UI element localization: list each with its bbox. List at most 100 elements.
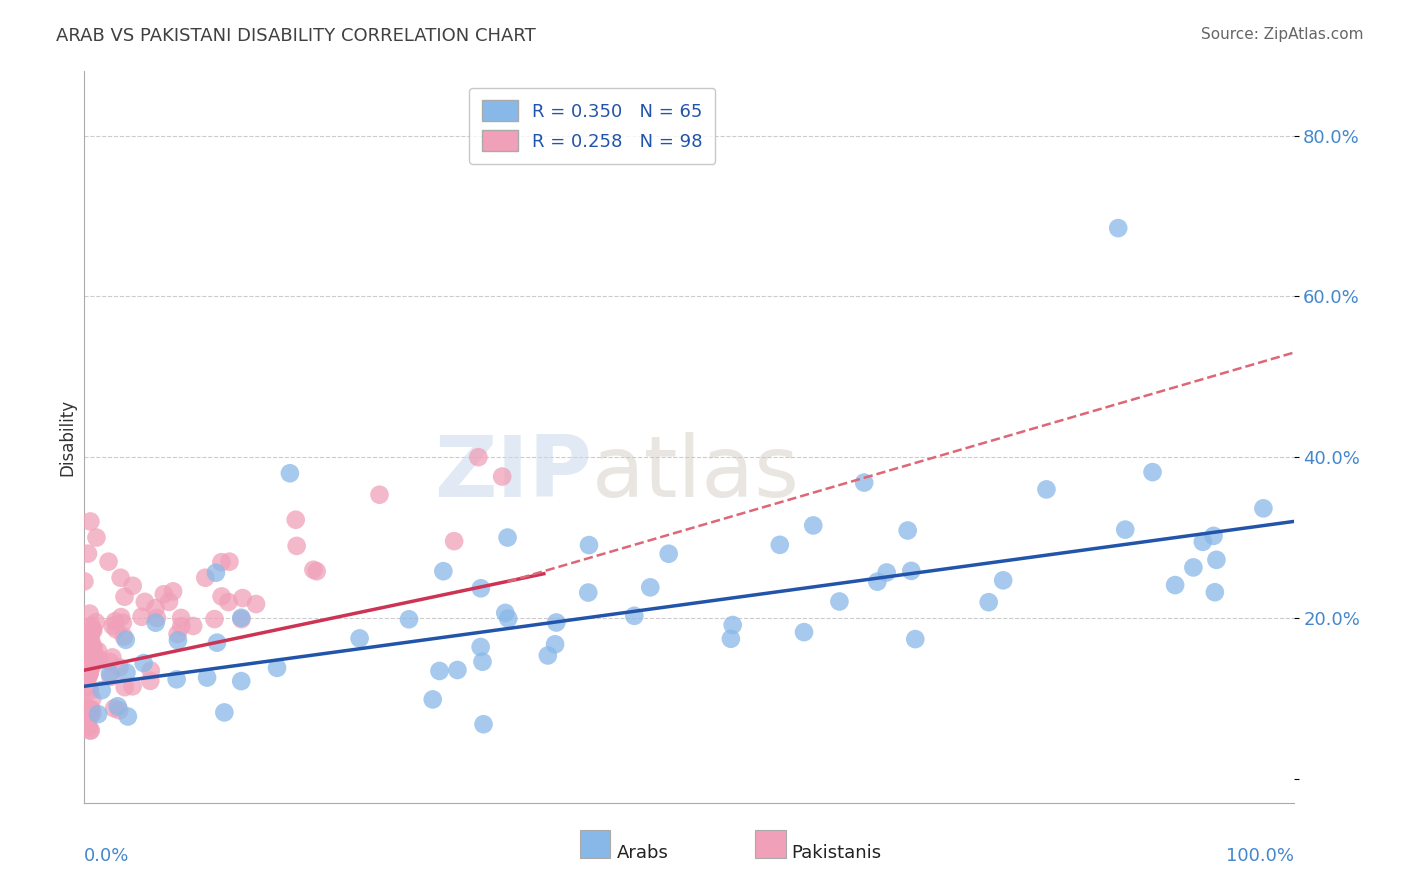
Point — [1253, 501, 1275, 516]
Point — [204, 612, 226, 626]
Text: ARAB VS PAKISTANI DISABILITY CORRELATION CHART: ARAB VS PAKISTANI DISABILITY CORRELATION… — [56, 27, 536, 45]
Point — [170, 611, 193, 625]
Point — [491, 469, 513, 483]
Point — [82, 623, 104, 637]
Point — [194, 571, 217, 585]
Text: Source: ZipAtlas.com: Source: ZipAtlas.com — [1201, 27, 1364, 42]
Point — [114, 590, 136, 604]
Point — [828, 594, 851, 608]
Point — [84, 650, 107, 665]
Bar — [755, 830, 786, 858]
Point — [73, 654, 96, 668]
Point — [101, 650, 124, 665]
Point — [87, 644, 110, 658]
Point — [80, 635, 103, 649]
Point — [82, 645, 104, 659]
Point — [305, 564, 328, 578]
Point — [349, 632, 371, 646]
Point — [75, 704, 97, 718]
Point — [769, 538, 792, 552]
Point — [97, 555, 120, 569]
Point — [100, 670, 122, 684]
Point — [446, 663, 468, 677]
Text: Arabs: Arabs — [616, 845, 668, 863]
Point — [1142, 465, 1164, 479]
Point — [76, 707, 98, 722]
Point — [79, 708, 101, 723]
Point — [467, 450, 489, 465]
Point — [368, 488, 391, 502]
Point — [82, 640, 104, 655]
Point — [721, 618, 744, 632]
Point — [214, 706, 236, 720]
Point — [181, 619, 204, 633]
Point — [266, 661, 288, 675]
Point — [139, 673, 162, 688]
Point — [157, 595, 180, 609]
Point — [146, 611, 169, 625]
Point — [278, 467, 301, 481]
Point — [162, 584, 184, 599]
Point — [101, 619, 124, 633]
Point — [285, 539, 308, 553]
Point — [866, 574, 889, 589]
Point — [217, 595, 239, 609]
Point — [73, 574, 96, 589]
Point — [576, 585, 599, 599]
Point — [977, 595, 1000, 609]
Point — [82, 691, 104, 706]
Point — [496, 611, 519, 625]
Point — [110, 610, 132, 624]
Point — [432, 564, 454, 578]
Point — [132, 656, 155, 670]
Point — [77, 669, 100, 683]
Point — [1202, 529, 1225, 543]
Point — [302, 563, 325, 577]
Point — [231, 612, 253, 626]
Point — [82, 640, 104, 655]
Point — [1205, 553, 1227, 567]
Point — [80, 643, 103, 657]
Point — [112, 630, 135, 644]
Point — [195, 671, 218, 685]
Point — [145, 601, 167, 615]
Point — [114, 680, 136, 694]
Point — [80, 619, 103, 633]
Point — [79, 665, 101, 679]
Point — [90, 683, 112, 698]
Point — [75, 633, 97, 648]
Point — [79, 607, 101, 621]
Point — [82, 706, 104, 721]
Point — [720, 632, 742, 646]
Point — [79, 723, 101, 738]
Point — [153, 587, 176, 601]
Point — [218, 555, 240, 569]
Point — [1191, 534, 1213, 549]
Point — [114, 632, 136, 647]
Point — [105, 623, 128, 637]
Point — [145, 615, 167, 630]
Bar — [581, 830, 610, 858]
Point — [245, 597, 267, 611]
Point — [284, 513, 307, 527]
Point — [87, 707, 110, 722]
Point — [167, 633, 190, 648]
Point — [876, 566, 898, 580]
Text: 100.0%: 100.0% — [1226, 847, 1294, 864]
Legend: R = 0.350   N = 65, R = 0.258   N = 98: R = 0.350 N = 65, R = 0.258 N = 98 — [470, 87, 716, 164]
Point — [900, 564, 922, 578]
Point — [1182, 560, 1205, 574]
Point — [87, 651, 110, 665]
Point — [75, 639, 97, 653]
Point — [897, 524, 920, 538]
Point — [108, 703, 131, 717]
Point — [104, 615, 127, 629]
Point — [121, 679, 143, 693]
Point — [1204, 585, 1226, 599]
Point — [79, 515, 101, 529]
Point — [470, 582, 492, 596]
Point — [170, 619, 193, 633]
Point — [166, 627, 188, 641]
Point — [993, 574, 1015, 588]
Point — [801, 518, 824, 533]
